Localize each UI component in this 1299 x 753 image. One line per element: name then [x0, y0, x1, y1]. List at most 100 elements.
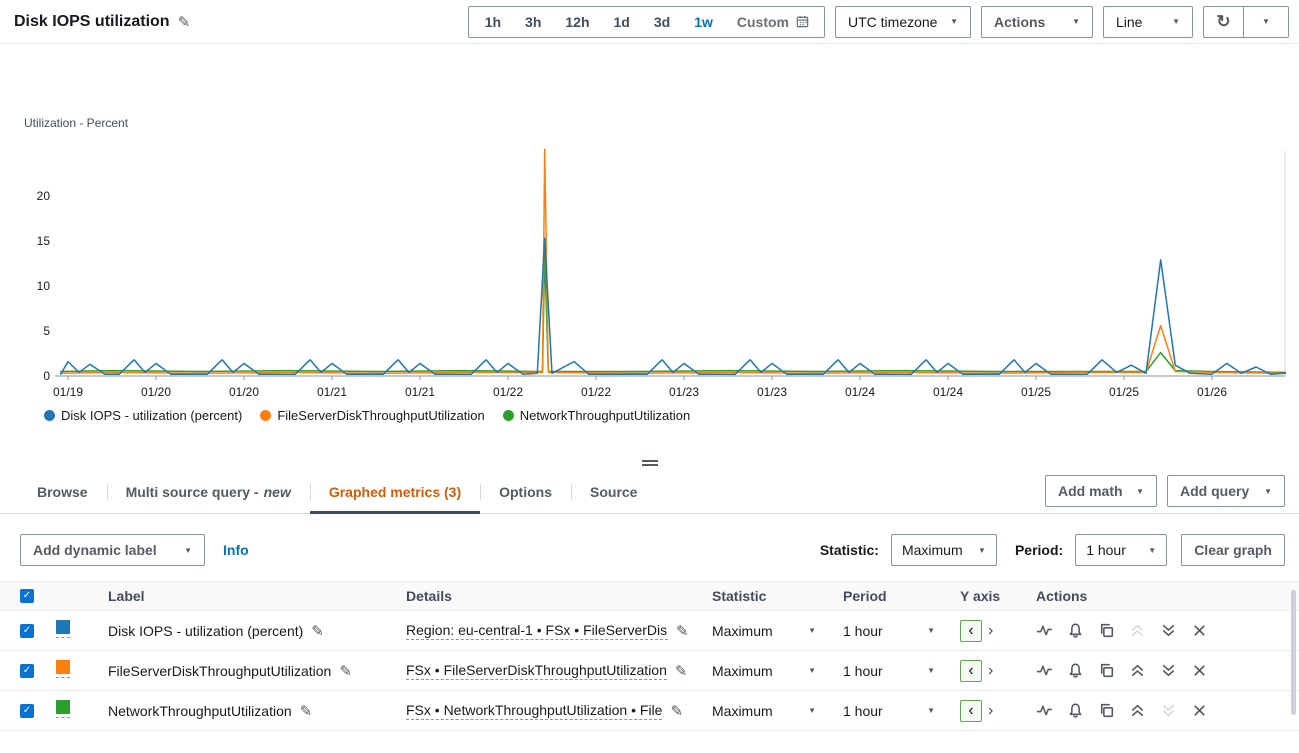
add-query-button[interactable]: Add query ▼	[1167, 475, 1285, 507]
color-swatch-button[interactable]	[56, 700, 70, 718]
row-period-select[interactable]: 1 hour ▼	[843, 623, 935, 639]
tab-actions: Add math ▼ Add query ▼	[1045, 471, 1299, 513]
row-statistic-select[interactable]: Maximum ▼	[712, 623, 816, 639]
caret-down-icon: ▼	[950, 17, 958, 26]
refresh-button[interactable]: ↻	[1203, 5, 1243, 38]
tab-multi-source-query[interactable]: Multi source query - new	[106, 471, 310, 513]
move-down-icon[interactable]	[1160, 622, 1177, 639]
duplicate-icon[interactable]	[1098, 702, 1115, 719]
select-all-checkbox[interactable]: ✓	[20, 589, 34, 603]
period-select[interactable]: 1 hour ▼	[1075, 534, 1168, 566]
edit-label-icon[interactable]: ✎	[311, 622, 324, 640]
row-period-select[interactable]: 1 hour ▼	[843, 703, 935, 719]
row-checkbox[interactable]: ✓	[20, 703, 34, 718]
row-statistic-select[interactable]: Maximum ▼	[712, 703, 816, 719]
yaxis-right-toggle[interactable]: ›	[988, 701, 994, 719]
tab-label: Source	[590, 484, 638, 500]
view-metric-icon[interactable]	[1036, 622, 1053, 639]
chart-type-label: Line	[1116, 13, 1143, 30]
range-1h[interactable]: 1h	[484, 13, 502, 30]
range-1d[interactable]: 1d	[613, 13, 630, 30]
remove-metric-icon[interactable]	[1191, 662, 1208, 679]
edit-title-icon[interactable]: ✎	[177, 13, 191, 31]
legend-item[interactable]: FileServerDiskThroughputUtilization	[260, 408, 485, 423]
color-swatch-button[interactable]	[56, 620, 70, 638]
vertical-scrollbar[interactable]	[1291, 590, 1296, 715]
edit-label-icon[interactable]: ✎	[299, 702, 313, 720]
row-checkbox[interactable]: ✓	[20, 623, 34, 638]
check-icon: ✓	[22, 624, 32, 636]
yaxis-left-toggle[interactable]: ‹	[960, 619, 982, 642]
range-1w[interactable]: 1w	[694, 13, 713, 30]
add-math-button[interactable]: Add math ▼	[1045, 475, 1157, 507]
chart-type-select[interactable]: Line ▼	[1103, 5, 1193, 38]
add-dynamic-label-button[interactable]: Add dynamic label ▼	[20, 534, 205, 566]
row-statistic-select[interactable]: Maximum ▼	[712, 663, 816, 679]
color-swatch-button[interactable]	[56, 660, 70, 678]
timezone-label: UTC timezone	[848, 13, 938, 30]
yaxis-right-toggle[interactable]: ›	[988, 621, 994, 639]
tab-source[interactable]: Source	[571, 471, 656, 513]
yaxis-left-toggle[interactable]: ‹	[960, 659, 982, 682]
table-row: ✓ NetworkThroughputUtilization ✎ FSx • N…	[0, 691, 1299, 731]
metric-details[interactable]: Region: eu-central-1 • FSx • FileServerD…	[406, 621, 668, 640]
toolbar-right: Statistic: Maximum ▼ Period: 1 hour ▼ Cl…	[820, 534, 1285, 566]
move-down-icon	[1162, 704, 1175, 717]
metric-details[interactable]: FSx • NetworkThroughputUtilization • Fil…	[406, 701, 663, 720]
create-alarm-bell-icon[interactable]	[1067, 662, 1084, 679]
custom-label: Custom	[736, 13, 789, 30]
edit-details-icon[interactable]: ✎	[676, 622, 689, 640]
row-period-select[interactable]: 1 hour ▼	[843, 663, 935, 679]
actions-label: Actions	[994, 13, 1046, 30]
panel-resize-handle[interactable]	[641, 460, 658, 466]
duplicate-icon[interactable]	[1098, 662, 1115, 679]
svg-text:01/21: 01/21	[317, 385, 347, 399]
caret-down-icon: ▼	[184, 545, 192, 555]
range-3h[interactable]: 3h	[525, 13, 542, 30]
timezone-select[interactable]: UTC timezone ▼	[835, 5, 971, 38]
caret-down-icon: ▼	[978, 545, 986, 555]
chart-area: Utilization - Percent 0 5 10 15 20 01/19 01/20…	[0, 44, 1299, 455]
legend-item[interactable]: Disk IOPS - utilization (percent)	[44, 408, 242, 423]
metric-details[interactable]: FSx • FileServerDiskThroughputUtilizatio…	[406, 661, 667, 680]
row-statistic-value: Maximum	[712, 662, 773, 679]
svg-text:01/20: 01/20	[229, 385, 259, 399]
view-metric-icon[interactable]	[1036, 662, 1053, 679]
clear-graph-button[interactable]: Clear graph	[1181, 534, 1285, 566]
edit-label-icon[interactable]: ✎	[339, 662, 352, 680]
info-link[interactable]: Info	[223, 542, 249, 558]
legend-item[interactable]: NetworkThroughputUtilization	[502, 408, 691, 423]
metrics-line-chart[interactable]: 0 5 10 15 20 01/19 01/20 01/20 01/21 01/21 01/22 01…	[0, 44, 1299, 455]
edit-details-icon[interactable]: ✎	[674, 662, 688, 680]
move-up-icon[interactable]	[1129, 702, 1146, 719]
yaxis-right-toggle[interactable]: ›	[988, 661, 994, 679]
refresh-options-button[interactable]: ▼	[1243, 5, 1289, 38]
duplicate-icon[interactable]	[1098, 622, 1115, 639]
range-custom[interactable]: Custom	[725, 14, 820, 30]
range-3d[interactable]: 3d	[653, 13, 671, 30]
caret-down-icon: ▼	[927, 666, 935, 675]
row-checkbox[interactable]: ✓	[20, 663, 34, 678]
legend-dot-blue	[44, 410, 55, 421]
move-down-icon[interactable]	[1160, 662, 1177, 679]
tab-bar: Browse Multi source query - new Graphed m…	[0, 471, 1299, 514]
create-alarm-bell-icon[interactable]	[1067, 622, 1084, 639]
move-up-icon[interactable]	[1129, 662, 1146, 679]
tab-graphed-metrics[interactable]: Graphed metrics (3)	[309, 471, 481, 514]
remove-metric-icon[interactable]	[1191, 702, 1208, 719]
caret-down-icon: ▼	[1172, 17, 1180, 26]
view-metric-icon[interactable]	[1036, 702, 1053, 719]
actions-menu-button[interactable]: Actions ▼	[981, 5, 1093, 38]
svg-text:5: 5	[43, 324, 50, 338]
tab-browse[interactable]: Browse	[18, 471, 107, 513]
create-alarm-bell-icon[interactable]	[1067, 702, 1084, 719]
yaxis-left-toggle[interactable]: ‹	[960, 699, 982, 722]
remove-metric-icon[interactable]	[1191, 622, 1208, 639]
legend-label: NetworkThroughputUtilization	[519, 408, 691, 423]
edit-details-icon[interactable]: ✎	[670, 702, 684, 720]
resize-row	[0, 455, 1299, 471]
range-12h[interactable]: 12h	[565, 13, 590, 30]
tab-options[interactable]: Options	[480, 471, 571, 513]
statistic-select[interactable]: Maximum ▼	[890, 534, 997, 566]
